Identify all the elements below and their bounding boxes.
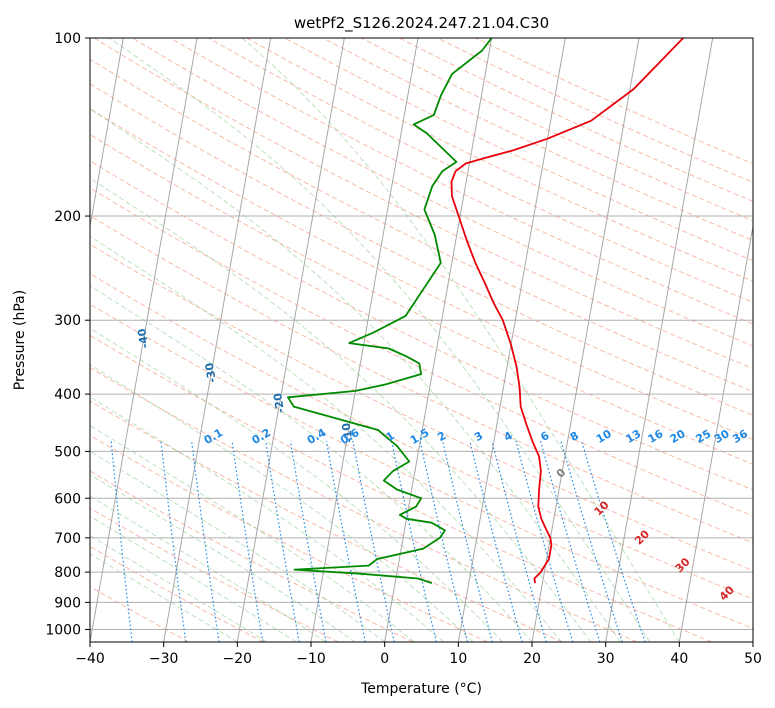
- y-tick-label: 400: [54, 387, 81, 403]
- y-tick-label: 300: [54, 313, 81, 329]
- isotherm-line: [90, 38, 198, 642]
- mixing-ratio-line: [231, 440, 264, 642]
- moist-adiabat-line: [90, 534, 268, 642]
- dry-adiabat-line: [90, 187, 753, 517]
- isotherm-line: [531, 38, 640, 642]
- pressure-gridlines: [90, 38, 753, 630]
- y-axis-label: Pressure (hPa): [12, 290, 28, 390]
- mixing-ratio-line: [191, 440, 220, 642]
- mixing-ratio-line: [160, 440, 187, 642]
- x-axis-label: Temperature (°C): [360, 681, 482, 697]
- dry-adiabat-line: [90, 133, 753, 465]
- isotherm-label: -20: [271, 392, 287, 414]
- moist-adiabat-line: [90, 473, 356, 642]
- mixing-ratio-line: [110, 440, 133, 642]
- plot-area: -100-90-80-70-60-50-40-30-20-100.10.20.4…: [90, 38, 753, 642]
- isotherm-line: [605, 38, 714, 642]
- dry-adiabat-line: [90, 215, 753, 544]
- x-tick-label: 10: [449, 651, 467, 667]
- dry-adiabat-line: [90, 400, 563, 642]
- y-axis-ticks: 100 200 300 400 500 600 700 800 900 1000: [45, 31, 90, 638]
- isotherm-label: -10: [339, 422, 355, 444]
- x-tick-label: −40: [75, 651, 105, 667]
- dry-adiabat-line: [90, 273, 753, 600]
- mixing-ratio-line: [391, 440, 437, 642]
- x-axis-ticks: −40 −30 −20 −10 0 10 20 30 40 50: [75, 642, 762, 667]
- isotherm-label: -40: [135, 327, 151, 349]
- isotherm-line: [678, 223, 753, 642]
- dry-adiabat-line: [90, 546, 264, 642]
- isotherm-label: -30: [203, 362, 219, 384]
- dry-adiabat-line: [90, 243, 753, 572]
- isotherm-line: [384, 38, 493, 642]
- mixing-ratio-line: [325, 440, 366, 642]
- dry-adiabat-line: [208, 38, 753, 304]
- isotherm-line: [163, 38, 272, 642]
- isotherm-line: [310, 38, 419, 642]
- sounding-profiles: [287, 38, 684, 584]
- y-tick-label: 100: [54, 31, 81, 47]
- dry-adiabats: [90, 38, 753, 642]
- dry-adiabat-line: [90, 434, 488, 642]
- x-tick-label: −30: [149, 651, 179, 667]
- y-tick-label: 700: [54, 531, 81, 547]
- mixing-ratio-line: [442, 440, 493, 642]
- y-tick-label: 800: [54, 565, 81, 581]
- chart-title: wetPf2_S126.2024.247.21.04.C30: [294, 14, 549, 33]
- dry-adiabat-line: [90, 367, 638, 642]
- dewpoint-profile-line: [287, 38, 493, 584]
- mixing-ratio-line: [560, 440, 623, 642]
- moist-adiabat-line: [90, 285, 533, 642]
- x-tick-label: 30: [597, 651, 615, 667]
- moist-adiabats: [90, 38, 680, 642]
- dry-adiabat-line: [170, 38, 753, 325]
- dry-adiabat-line: [93, 38, 753, 370]
- dry-adiabat-line: [131, 38, 753, 347]
- x-tick-label: −10: [296, 651, 326, 667]
- mixing-ratio-line: [265, 440, 300, 642]
- dry-adiabat-line: [90, 303, 753, 630]
- mixing-ratio-lines: [110, 440, 646, 642]
- y-tick-label: 500: [54, 444, 81, 460]
- isotherm-line: [236, 38, 345, 642]
- dry-adiabat-line: [90, 160, 753, 491]
- y-tick-label: 600: [54, 491, 81, 507]
- mixing-ratio-line: [289, 440, 327, 642]
- dry-adiabat-line: [90, 334, 712, 642]
- x-tick-label: −20: [223, 651, 253, 667]
- mixing-ratio-line: [539, 440, 601, 642]
- moist-adiabat-line: [90, 177, 592, 642]
- mixing-ratio-line: [352, 440, 395, 642]
- x-tick-label: 0: [380, 651, 389, 667]
- x-tick-label: 20: [523, 651, 541, 667]
- isotherm-gridlines: [90, 38, 753, 642]
- mixing-ratio-line: [419, 440, 469, 642]
- temperature-profile-line: [450, 38, 684, 584]
- mixing-ratio-line: [469, 440, 523, 642]
- background-line-labels: -100-90-80-70-60-50-40-30-20-100.10.20.4…: [135, 327, 750, 603]
- moist-adiabat-line: [241, 38, 680, 642]
- plot-frame: [89, 37, 754, 643]
- y-tick-label: 1000: [45, 622, 81, 638]
- moist-adiabat-line: [90, 450, 385, 642]
- isotherm-line: [90, 38, 124, 229]
- moist-adiabat-line: [90, 327, 503, 642]
- moist-adiabat-line: [90, 108, 621, 642]
- dry-adiabat-line: [90, 507, 339, 642]
- x-tick-label: 50: [744, 651, 762, 667]
- moist-adiabat-line: [90, 396, 444, 642]
- moist-adiabat-line: [108, 38, 651, 642]
- y-tick-label: 200: [54, 209, 81, 225]
- mixing-ratio-line: [491, 440, 547, 642]
- moist-adiabat-line: [90, 553, 238, 642]
- y-tick-label: 900: [54, 595, 81, 611]
- x-tick-label: 40: [670, 651, 688, 667]
